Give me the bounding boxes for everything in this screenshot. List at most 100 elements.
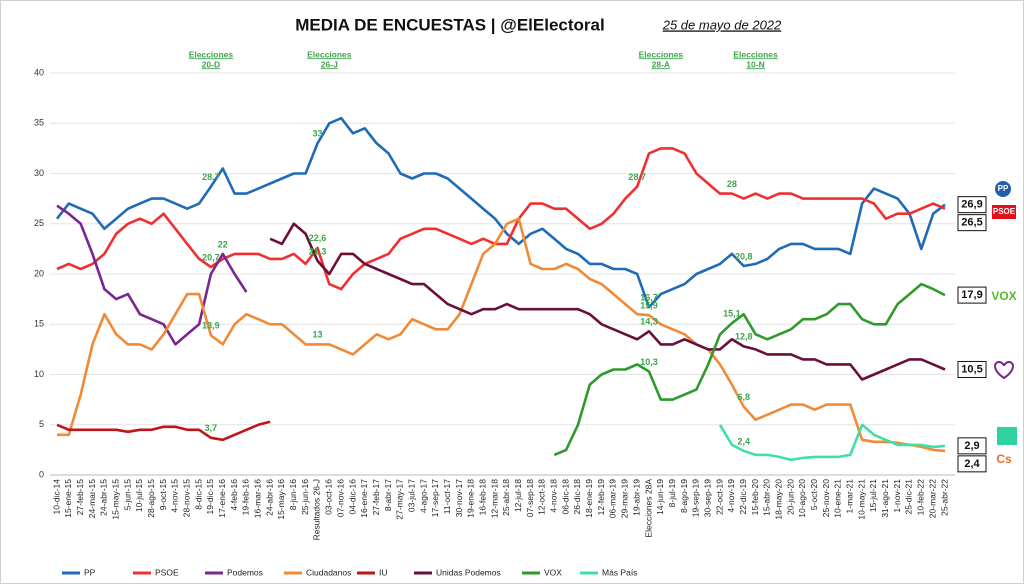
party-logos: PP PSOE VOX Cs [991,181,1017,466]
x-tick-label: 18-ene-19 [584,479,594,518]
series-line [57,217,946,453]
x-tick-label: 30-sep-19 [702,479,712,518]
x-tick-label: 4-feb-16 [229,479,239,511]
event-date: 26-J [321,59,338,69]
x-tick-label: 12-mar-18 [489,479,499,518]
x-tick-label: 10-may-21 [856,479,866,520]
x-tick-label: 4-ago-17 [418,479,428,513]
x-tick-label: 31-ago-21 [880,479,890,518]
x-tick-label: 14-jun-19 [655,479,665,515]
data-label: 14,3 [640,317,658,327]
legend-label: Más País [602,567,637,577]
event-label: Elecciones [189,49,234,59]
end-label-box [957,437,987,455]
x-tick-label: 29-mar-19 [620,479,630,518]
data-label: 28,7 [202,172,220,182]
event-date: 10-N [746,59,764,69]
end-label: 26,5 [961,217,982,229]
end-label: 2,4 [964,458,980,470]
psoe-logo [992,205,1016,219]
pp-logo [995,181,1011,197]
x-tick-label: 27-may-17 [395,479,405,520]
data-label: 13 [312,330,322,340]
x-tick-label: 16-ene-17 [359,479,369,518]
x-tick-label: 15-jul-21 [868,479,878,512]
series-line [56,147,946,291]
y-tick-label: 20 [34,268,44,278]
maspais-logo [997,427,1017,445]
x-tick-label: 19-ene-18 [466,479,476,518]
x-tick-label: 19-sep-19 [691,479,701,518]
series-line [269,222,946,381]
x-tick-label: 9-oct-15 [158,479,168,510]
data-label: 28 [727,179,737,189]
end-label-box [957,455,987,473]
x-tick-label: 16-mar-16 [253,479,263,518]
end-label-box [957,196,987,214]
y-tick-label: 25 [34,218,44,228]
end-label: 26,9 [961,199,982,211]
data-label: 10,3 [640,357,658,367]
series-line [718,423,946,462]
x-tick-label: 1-nov-21 [892,479,902,513]
data-label: 2,4 [737,436,750,446]
legend-label: VOX [544,567,562,577]
x-tick-label: 1-mar-21 [845,479,855,514]
x-tick-label: 8-dic-15 [193,479,203,510]
x-tick-label: 22-oct-19 [714,479,724,515]
x-tick-label: 18-may-20 [773,479,783,520]
x-tick-label: 27-feb-17 [371,479,381,516]
end-label-box [957,214,987,232]
x-tick-label: 8-jul-19 [667,479,677,508]
event-label: Elecciones [307,49,352,59]
series-line [56,204,248,346]
y-tick-label: 10 [34,369,44,379]
legend-label: PSOE [155,567,179,577]
x-tick-label: 4-nov-18 [549,479,559,513]
x-tick-label: 24-abr-15 [99,479,109,516]
x-tick-label: 28-nov-15 [181,479,191,518]
x-tick-label: 4-nov-15 [170,479,180,513]
legend-label: Ciudadanos [306,567,351,577]
data-label: 15,1 [723,309,741,319]
x-tick-label: 12-feb-19 [596,479,606,516]
y-tick-label: 40 [34,67,44,77]
x-tick-label: 25-dic-21 [904,479,914,515]
x-tick-label: 25-nov-20 [821,479,831,518]
x-tick-label: 5-oct-20 [809,479,819,510]
series-line [55,116,946,309]
x-tick-label: 10-ene-21 [833,479,843,518]
legend-label: Podemos [227,567,263,577]
event-date: 28-A [652,59,670,69]
x-tick-label: 17-ene-16 [217,479,227,518]
x-tick-label: 07-nov-16 [335,479,345,518]
x-tick-label: 15-feb-20 [750,479,760,516]
data-label: 22,6 [309,233,327,243]
x-tick-label: 12-jul-18 [513,479,523,512]
x-tick-label: 19-dic-15 [205,479,215,515]
y-tick-label: 0 [39,469,44,479]
data-label: 6,8 [737,392,750,402]
up-logo [994,360,1014,380]
series-line [56,420,271,442]
data-label: 21,3 [309,246,327,256]
data-label: 28,7 [628,172,646,182]
x-tick-label: 03-oct-16 [324,479,334,515]
pp-logo-text: PP [998,184,1009,193]
x-tick-label: 15-ene-15 [63,479,73,518]
x-tick-label: 06-dic-18 [560,479,570,515]
x-tick-label: 10-dic-14 [51,479,61,515]
x-tick-label: 03-jul-17 [406,479,416,512]
end-label: 17,9 [961,289,982,301]
y-tick-label: 30 [34,168,44,178]
psoe-logo-text: PSOE [993,207,1016,216]
end-label: 10,5 [961,363,982,375]
x-tick-label: 15-may-16 [276,479,286,520]
x-tick-label: 20-mar-22 [927,479,937,518]
y-tick-label: 15 [34,319,44,329]
data-label: 12,8 [735,332,753,342]
end-label-box [957,360,987,378]
event-label: Elecciones [639,49,684,59]
